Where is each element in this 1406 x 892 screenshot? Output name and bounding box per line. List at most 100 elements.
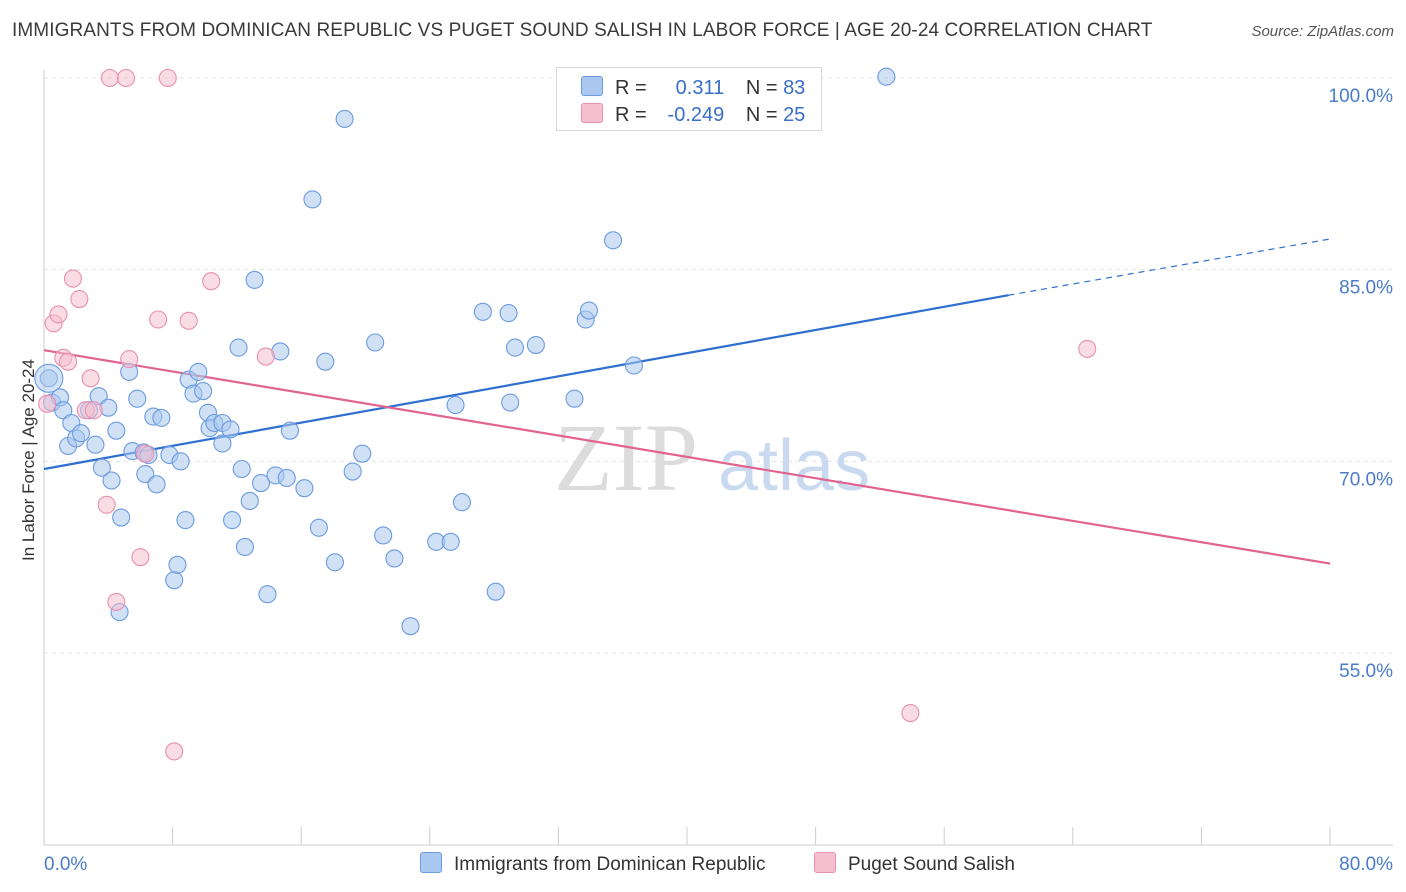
point-salish	[70, 290, 89, 309]
bottom-legend-label-1: Immigrants from Dominican Republic	[454, 854, 766, 875]
trend-line-salish	[43, 349, 1331, 565]
point-salish	[131, 548, 150, 567]
point-dominican	[251, 474, 271, 493]
point-dominican	[385, 549, 404, 568]
point-dominican	[280, 421, 299, 440]
point-dominican	[258, 585, 277, 604]
point-salish	[1078, 339, 1097, 358]
point-dominican	[213, 434, 232, 453]
point-dominican	[165, 571, 184, 590]
point-dominican	[565, 389, 584, 408]
point-dominican	[221, 420, 240, 439]
legend-r-value-2: -0.249	[667, 104, 725, 126]
point-dominican	[374, 526, 393, 545]
data-points	[34, 67, 1097, 761]
point-salish	[149, 310, 168, 329]
point-dominican	[194, 382, 213, 401]
point-salish	[84, 401, 103, 420]
point-dominican	[86, 435, 105, 454]
point-salish	[179, 311, 198, 330]
point-dominican	[176, 511, 195, 530]
point-dominican	[240, 491, 259, 510]
x-tick-min: 0.0%	[44, 854, 87, 875]
y-tick-label: 70.0%	[1339, 469, 1393, 490]
point-salish	[63, 269, 82, 288]
point-dominican	[303, 190, 322, 209]
point-dominican-large	[34, 363, 64, 393]
y-tick-label: 55.0%	[1339, 661, 1393, 682]
point-salish	[107, 592, 126, 611]
y-tick-label: 85.0%	[1339, 278, 1393, 299]
legend-row-dominican: R = 0.311 N = 83	[581, 76, 805, 100]
point-salish	[165, 742, 184, 761]
point-dominican	[579, 301, 598, 320]
point-dominican	[128, 389, 147, 408]
point-salish	[100, 68, 119, 88]
x-tick-labels: 0.0% 80.0%	[44, 854, 1393, 875]
point-dominican	[624, 356, 644, 375]
bottom-legend-label-2: Puget Sound Salish	[848, 854, 1015, 875]
bottom-swatch-blue	[420, 852, 442, 873]
y-tick-labels: 55.0% 70.0% 85.0% 100.0%	[1329, 86, 1394, 682]
bottom-legend-dominican: Immigrants from Dominican Republic	[420, 852, 766, 876]
legend-swatch-pink	[581, 103, 603, 123]
point-salish	[136, 444, 155, 463]
point-dominican	[501, 393, 520, 412]
legend-r-label: R =	[615, 77, 647, 99]
legend-n-label: N =	[745, 77, 778, 99]
point-dominican	[604, 231, 623, 250]
point-salish	[901, 704, 920, 723]
point-dominican	[295, 479, 314, 498]
bottom-swatch-pink	[814, 852, 836, 873]
point-dominican	[353, 444, 372, 463]
point-dominican	[223, 511, 242, 530]
point-dominican	[486, 582, 505, 601]
point-dominican	[877, 67, 896, 86]
bottom-legend-salish: Puget Sound Salish	[814, 852, 1015, 876]
point-dominican	[232, 459, 251, 479]
point-dominican	[168, 555, 187, 574]
point-dominican	[229, 338, 248, 357]
legend-n-value-1: 83	[783, 77, 806, 99]
point-dominican	[446, 396, 465, 415]
legend-swatch-blue	[581, 76, 603, 96]
point-salish	[81, 369, 100, 388]
source-label: Source: ZipAtlas.com	[1251, 23, 1394, 40]
trend-lines	[43, 238, 1331, 565]
point-salish	[97, 495, 116, 514]
point-dominican	[54, 401, 73, 420]
chart-title: IMMIGRANTS FROM DOMINICAN REPUBLIC VS PU…	[12, 20, 1153, 41]
point-salish	[59, 352, 78, 371]
point-dominican	[189, 362, 208, 381]
point-dominican	[401, 617, 420, 636]
point-dominican	[316, 352, 335, 371]
trend-line-dominican	[43, 294, 1009, 471]
point-dominican	[526, 336, 545, 355]
watermark-zip: ZIP	[554, 404, 698, 511]
point-dominican	[441, 532, 460, 551]
point-dominican	[102, 471, 121, 490]
point-dominican	[245, 270, 264, 289]
point-dominican	[152, 408, 171, 427]
point-salish	[202, 272, 221, 291]
point-dominican	[325, 553, 345, 572]
x-tick-max: 80.0%	[1339, 854, 1393, 875]
point-dominican	[112, 508, 131, 527]
point-salish	[38, 394, 57, 413]
point-dominican	[107, 421, 126, 440]
stats-legend: R = 0.311 N = 83 R = -0.249 N = 25	[556, 67, 822, 131]
point-dominican	[277, 468, 296, 487]
point-dominican	[505, 338, 525, 357]
point-dominican	[309, 518, 328, 537]
point-salish	[158, 68, 177, 88]
point-salish	[256, 347, 275, 366]
legend-row-salish: R = -0.249 N = 25	[581, 103, 805, 127]
grid-lines	[44, 77, 1393, 654]
point-dominican	[335, 109, 354, 128]
watermark: ZIP atlas	[554, 404, 870, 511]
point-dominican	[171, 452, 190, 471]
point-dominican	[343, 462, 362, 481]
trend-line-dominican-projection	[1008, 238, 1331, 296]
legend-n-label: N =	[745, 104, 778, 126]
